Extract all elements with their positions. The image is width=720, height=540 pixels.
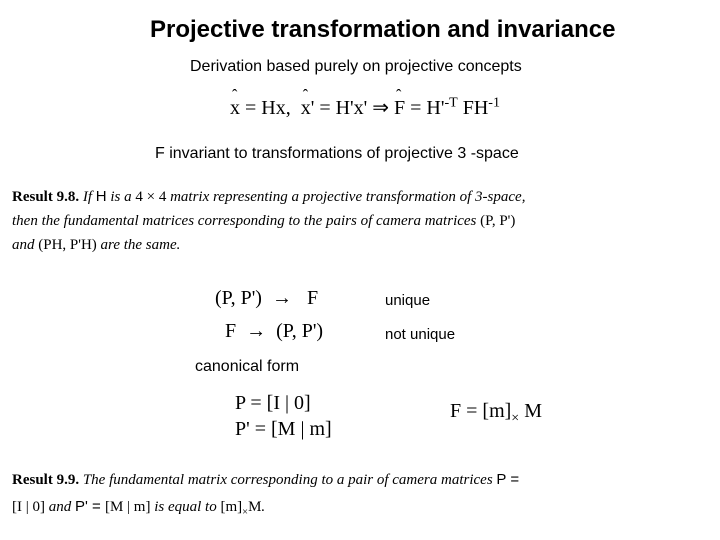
text-f-invariant: F invariant to transformations of projec… bbox=[155, 145, 519, 163]
map2-lhs: F bbox=[225, 320, 236, 342]
result-9-9: Result 9.9. The fundamental matrix corre… bbox=[12, 467, 712, 521]
r99-t2a: and bbox=[45, 499, 75, 515]
r98-t4: then the fundamental matrices correspond… bbox=[12, 213, 480, 229]
equation-f: F = [m]× M bbox=[450, 400, 542, 427]
r98-t1: If bbox=[83, 189, 96, 205]
equation-main: x = Hx, x' = H'x' ⇒ F = H'-T FH-1 bbox=[230, 95, 500, 120]
r98-H: H bbox=[96, 188, 107, 205]
r99-Pp: P' = bbox=[75, 498, 105, 515]
arrow-right-icon: → bbox=[241, 320, 271, 342]
arrow-right-icon: → bbox=[267, 287, 302, 309]
map2-rhs: (P, P') bbox=[276, 320, 323, 342]
r99-t2b: is equal to bbox=[150, 499, 220, 515]
map1-rhs: F bbox=[307, 287, 318, 309]
page-title: Projective transformation and invariance bbox=[150, 16, 615, 44]
result-9-8: Result 9.8. If H is a 4 × 4 matrix repre… bbox=[12, 185, 712, 257]
equation-p: P = [I | 0] P' = [M | m] bbox=[235, 390, 332, 442]
r98-t6: are the same. bbox=[97, 237, 181, 253]
map1-lhs: (P, P') bbox=[215, 287, 262, 309]
r99-period: . bbox=[261, 499, 265, 515]
label-canonical: canonical form bbox=[195, 358, 299, 376]
r98-t3: matrix representing a projective transfo… bbox=[166, 189, 525, 205]
eq-p1: P = [I | 0] bbox=[235, 392, 311, 414]
mapping-notunique: F → (P, P') bbox=[225, 320, 323, 343]
result99-label: Result 9.9. bbox=[12, 472, 79, 488]
label-unique: unique bbox=[385, 292, 430, 309]
r98-t5: and bbox=[12, 237, 38, 253]
mapping-unique: (P, P') → F bbox=[215, 287, 318, 310]
r98-pair2: (PH, P'H) bbox=[38, 237, 97, 253]
result-label: Result 9.8. bbox=[12, 189, 79, 205]
subtitle: Derivation based purely on projective co… bbox=[190, 58, 522, 76]
r99-I0: [I | 0] bbox=[12, 499, 45, 515]
r98-t2: is a bbox=[107, 189, 136, 205]
label-not-unique: not unique bbox=[385, 326, 455, 343]
r99-t1: The fundamental matrix corresponding to … bbox=[83, 472, 497, 488]
eq-p2: P' = [M | m] bbox=[235, 418, 332, 440]
r98-pair1: (P, P') bbox=[480, 213, 515, 229]
r99-P: P = bbox=[496, 471, 519, 488]
r98-mat: 4 × 4 bbox=[135, 189, 166, 205]
